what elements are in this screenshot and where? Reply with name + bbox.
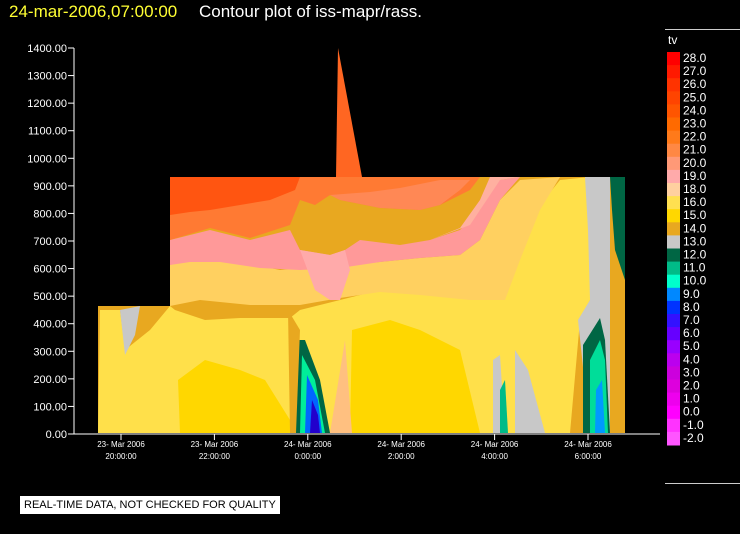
colorbar-level-label: 12.0 [683,248,707,262]
y-tick-label: 100.00 [33,401,67,413]
colorbar-level-label: 26.0 [683,77,707,91]
title-date: 24-mar-2006,07:00:00 [9,2,178,21]
colorbar-level-label: 8.0 [683,300,700,314]
colorbar-level-label: 3.0 [683,365,700,379]
colorbar-swatch [667,248,680,263]
x-tick-label: 0:00:00 [294,452,321,461]
y-tick-label: 0.00 [46,429,67,441]
colorbar-level-label: 13.0 [683,234,707,248]
colorbar-level-label: 4.0 [683,352,700,366]
colorbar-bottom-rule [665,483,740,484]
colorbar-swatch [667,353,680,367]
y-tick-label: 500.00 [33,291,67,303]
colorbar-swatch [667,222,680,236]
x-tick-label: 24- Mar 2006 [284,440,332,449]
colorbar-swatch [667,314,680,328]
colorbar-level-label: 9.0 [683,287,700,301]
colorbar-level-label: 24.0 [683,103,707,117]
colorbar-swatch [667,169,680,184]
colorbar-swatch [667,274,680,289]
colorbar-level-label: 23.0 [683,117,707,131]
colorbar-swatch [667,300,680,315]
colorbar-swatch [667,91,680,105]
colorbar-level-label: 2.0 [683,379,700,393]
y-tick-label: 600.00 [33,264,67,276]
y-axis-ticks: 0.00 100.00 200.00 300.00 400.00 500.00 600.00… [27,43,74,441]
x-tick-label: 20:00:00 [105,452,137,461]
x-tick-label: 24- Mar 2006 [564,440,612,449]
y-tick-label: 400.00 [33,319,67,331]
colorbar-swatch [667,78,680,92]
colorbar-level-label: 10.0 [683,274,707,288]
colorbar-swatch [667,117,680,132]
x-tick-label: 23- Mar 2006 [191,440,239,449]
colorbar-swatch [667,340,680,354]
colorbar-swatch [667,104,680,118]
y-tick-label: 1100.00 [28,126,67,138]
colorbar-level-label: 5.0 [683,339,700,353]
colorbar-swatch [667,130,680,145]
colorbar-level-label: 28.0 [683,51,707,65]
colorbar-swatch [667,196,680,210]
x-tick-label: 6:00:00 [575,452,602,461]
colorbar-top-rule [665,29,740,30]
colorbar-swatch [667,183,680,197]
colorbar-swatch [667,431,680,446]
colorbar-swatch [667,209,680,223]
colorbar-level-label: 15.0 [683,208,707,222]
x-tick-label: 4:00:00 [481,452,508,461]
colorbar-swatch [667,156,680,171]
colorbar-swatch [667,52,680,66]
colorbar-level-label: 14.0 [683,221,707,235]
colorbar-swatch [667,235,680,249]
x-tick-label: 2:00:00 [388,452,415,461]
y-tick-label: 900.00 [33,181,67,193]
colorbar-level-label: 11.0 [683,261,706,275]
contour-fills [98,48,625,433]
colorbar-level-label: 22.0 [683,130,707,144]
colorbar-swatch [667,405,680,420]
colorbar-label: tv [668,33,677,47]
colorbar: 28.027.026.025.024.023.022.021.020.019.0… [667,51,707,446]
colorbar-swatch [667,366,680,380]
colorbar-swatch [667,287,680,302]
colorbar-swatch [667,327,680,341]
colorbar-level-label: -1.0 [683,418,704,432]
y-tick-label: 1200.00 [27,98,67,110]
y-tick-label: 1300.00 [27,71,67,83]
colorbar-level-label: 25.0 [683,90,707,104]
colorbar-level-label: 19.0 [683,169,707,183]
colorbar-level-label: 6.0 [683,326,700,340]
colorbar-level-label: 1.0 [683,392,700,406]
colorbar-level-label: 7.0 [683,313,700,327]
y-tick-label: 200.00 [33,374,67,386]
quality-note: REAL-TIME DATA, NOT CHECKED FOR QUALITY [20,496,280,514]
chart-title: Contour plot of iss-mapr/rass. [199,2,422,21]
y-tick-label: 1400.00 [27,43,67,55]
y-tick-label: 800.00 [33,208,67,220]
colorbar-level-label: 20.0 [683,156,707,170]
colorbar-level-label: 0.0 [683,405,700,419]
x-tick-label: 24- Mar 2006 [471,440,519,449]
colorbar-level-label: 16.0 [683,195,707,209]
x-tick-label: 22:00:00 [199,452,231,461]
colorbar-swatch [667,392,680,407]
colorbar-swatch [667,65,680,79]
colorbar-swatch [667,143,680,158]
colorbar-swatch [667,418,680,433]
y-tick-label: 300.00 [33,346,67,358]
colorbar-level-label: 27.0 [683,64,707,78]
y-tick-label: 700.00 [33,236,67,248]
colorbar-level-label: -2.0 [683,431,704,445]
colorbar-swatch [667,261,680,276]
x-tick-label: 24- Mar 2006 [377,440,425,449]
colorbar-level-label: 18.0 [683,182,707,196]
x-tick-label: 23- Mar 2006 [97,440,145,449]
x-axis-ticks: 23- Mar 2006 20:00:00 23- Mar 2006 22:00:00… [97,434,612,461]
colorbar-swatch [667,379,680,394]
y-tick-label: 1000.00 [27,153,67,165]
colorbar-level-label: 21.0 [683,143,707,157]
